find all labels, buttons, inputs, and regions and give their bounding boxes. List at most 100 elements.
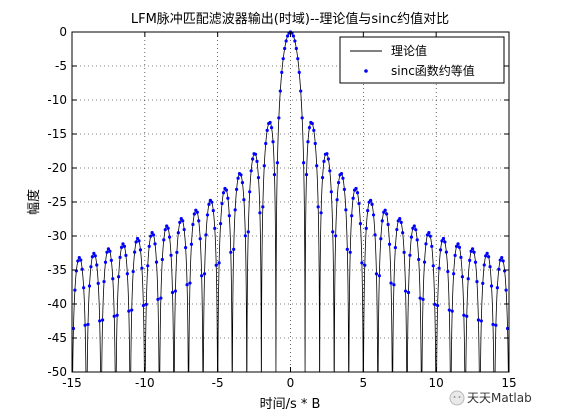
sinc-point bbox=[166, 226, 170, 230]
y-tick-label: -25 bbox=[47, 195, 67, 209]
sinc-point bbox=[111, 277, 115, 281]
chart-title: LFM脉冲匹配滤波器输出(时域)--理论值与sinc约值对比 bbox=[131, 11, 449, 27]
sinc-point bbox=[185, 283, 189, 287]
sinc-point bbox=[457, 245, 462, 249]
sinc-point bbox=[386, 222, 390, 227]
sinc-point bbox=[380, 219, 384, 223]
legend-entry-theory: 理论值 bbox=[391, 43, 427, 58]
sinc-point bbox=[80, 267, 84, 271]
sinc-point bbox=[440, 239, 444, 243]
sinc-point bbox=[485, 251, 489, 255]
y-tick-label: -20 bbox=[47, 161, 67, 175]
sinc-point bbox=[374, 272, 379, 276]
x-tick-label: -5 bbox=[212, 376, 224, 390]
sinc-point bbox=[100, 318, 105, 322]
sinc-point bbox=[341, 176, 345, 180]
y-axis-label: 幅度 bbox=[26, 189, 42, 215]
y-tick-label: -50 bbox=[47, 365, 67, 379]
sinc-point bbox=[417, 257, 421, 262]
legend-entry-sinc: sinc函数约等值 bbox=[391, 63, 475, 78]
sinc-point bbox=[446, 269, 450, 274]
sinc-point bbox=[170, 290, 175, 295]
sinc-point bbox=[103, 260, 108, 264]
sinc-point bbox=[408, 253, 412, 257]
sinc-point bbox=[108, 249, 112, 253]
sinc-point bbox=[106, 247, 111, 251]
sinc-point bbox=[294, 46, 298, 51]
sinc-point bbox=[125, 272, 129, 276]
y-tick-label: -10 bbox=[47, 93, 67, 107]
sinc-point bbox=[220, 201, 224, 206]
sinc-point bbox=[453, 253, 457, 257]
sinc-point bbox=[71, 326, 76, 331]
sinc-point bbox=[182, 227, 186, 232]
sinc-point bbox=[399, 220, 403, 224]
sinc-point bbox=[322, 159, 326, 163]
sinc-point bbox=[131, 269, 135, 274]
sinc-point bbox=[472, 250, 476, 254]
sinc-point bbox=[345, 247, 349, 251]
legend-dot-swatch bbox=[364, 69, 368, 73]
sinc-point bbox=[454, 244, 459, 248]
sinc-point bbox=[144, 302, 148, 306]
sinc-point bbox=[441, 236, 446, 241]
x-tick-label: 0 bbox=[287, 376, 295, 390]
sinc-point bbox=[500, 255, 504, 260]
sinc-point bbox=[198, 237, 202, 241]
sinc-point bbox=[159, 296, 163, 300]
sinc-point bbox=[316, 205, 320, 209]
sinc-point bbox=[406, 290, 411, 295]
sinc-point bbox=[205, 213, 210, 217]
sinc-point bbox=[354, 186, 358, 191]
sinc-point bbox=[443, 240, 447, 244]
wechat-logo-icon-dot bbox=[458, 396, 461, 398]
sinc-point bbox=[466, 277, 470, 281]
sinc-point bbox=[191, 222, 195, 227]
sinc-point bbox=[395, 227, 399, 232]
sinc-point bbox=[313, 141, 317, 146]
sinc-point bbox=[195, 210, 199, 214]
sinc-point bbox=[232, 247, 236, 251]
sinc-point bbox=[392, 283, 396, 287]
sinc-point bbox=[240, 181, 245, 185]
sinc-point bbox=[315, 164, 319, 168]
sinc-point bbox=[102, 279, 106, 284]
sinc-point bbox=[387, 242, 392, 246]
sinc-point bbox=[188, 281, 192, 285]
sinc-point bbox=[497, 267, 501, 271]
y-tick-label: -45 bbox=[47, 331, 67, 345]
sinc-point bbox=[275, 161, 279, 165]
sinc-point bbox=[489, 284, 494, 288]
sinc-point bbox=[133, 250, 137, 254]
sinc-point bbox=[409, 235, 413, 239]
sinc-point bbox=[96, 281, 100, 285]
y-tick-label: 0 bbox=[59, 25, 67, 39]
sinc-point bbox=[447, 308, 451, 312]
sinc-point bbox=[470, 247, 475, 251]
sinc-point bbox=[325, 152, 329, 156]
sinc-point bbox=[456, 242, 460, 246]
sinc-point bbox=[249, 169, 253, 173]
sinc-point bbox=[77, 255, 81, 260]
sinc-point bbox=[484, 254, 488, 258]
sinc-point bbox=[89, 265, 93, 269]
sinc-point bbox=[149, 234, 153, 238]
sinc-point bbox=[475, 279, 479, 284]
sinc-point bbox=[366, 209, 370, 213]
sinc-point bbox=[127, 309, 131, 313]
sinc-point bbox=[476, 318, 481, 322]
sinc-point bbox=[239, 173, 243, 177]
sinc-point bbox=[379, 237, 383, 241]
sinc-point bbox=[428, 234, 432, 238]
sinc-point bbox=[425, 233, 430, 237]
sinc-point bbox=[498, 258, 502, 262]
sinc-point bbox=[112, 314, 116, 318]
tick-layer: -15 -10 -5 0 5 10 150-5-10-15-20-25-30-35-40-4… bbox=[47, 25, 516, 390]
sinc-point bbox=[348, 250, 352, 254]
sinc-point bbox=[95, 263, 99, 267]
sinc-point bbox=[328, 169, 332, 173]
sinc-point bbox=[505, 326, 510, 331]
sinc-point bbox=[243, 234, 247, 238]
sinc-point bbox=[153, 242, 157, 246]
